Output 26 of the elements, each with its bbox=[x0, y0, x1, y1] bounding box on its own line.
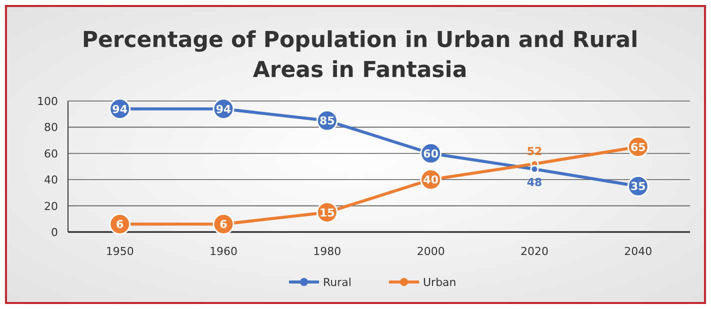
y-tick-label: 100 bbox=[37, 95, 58, 108]
x-tick-label: 2000 bbox=[416, 245, 445, 258]
y-tick-label: 80 bbox=[44, 121, 58, 134]
y-tick-label: 0 bbox=[51, 226, 58, 239]
x-tick-label: 2040 bbox=[624, 245, 652, 258]
x-tick-label: 1980 bbox=[313, 245, 342, 258]
x-tick-label: 1960 bbox=[210, 245, 238, 258]
data-label: 94 bbox=[216, 102, 232, 116]
data-label: 60 bbox=[423, 147, 439, 160]
data-label: 65 bbox=[630, 140, 646, 154]
data-label: 6 bbox=[116, 218, 124, 232]
data-label: 35 bbox=[630, 180, 646, 194]
data-label: 85 bbox=[320, 114, 335, 128]
legend-label: Rural bbox=[323, 276, 352, 289]
x-tick-label: 1950 bbox=[106, 245, 134, 258]
data-label: 40 bbox=[423, 174, 439, 187]
data-label: 94 bbox=[112, 102, 128, 116]
chart-title: Percentage of Population in Urban and Rural Areas in Fantasia bbox=[82, 28, 638, 83]
x-tick-label: 2020 bbox=[520, 245, 548, 258]
y-tick-label: 60 bbox=[44, 147, 58, 160]
y-tick-label: 40 bbox=[44, 174, 58, 187]
legend-label: Urban bbox=[423, 276, 456, 289]
data-label: 48 bbox=[526, 176, 542, 190]
y-tick-label: 20 bbox=[44, 200, 58, 213]
data-label: 15 bbox=[320, 206, 335, 220]
data-label: 6 bbox=[220, 218, 228, 232]
